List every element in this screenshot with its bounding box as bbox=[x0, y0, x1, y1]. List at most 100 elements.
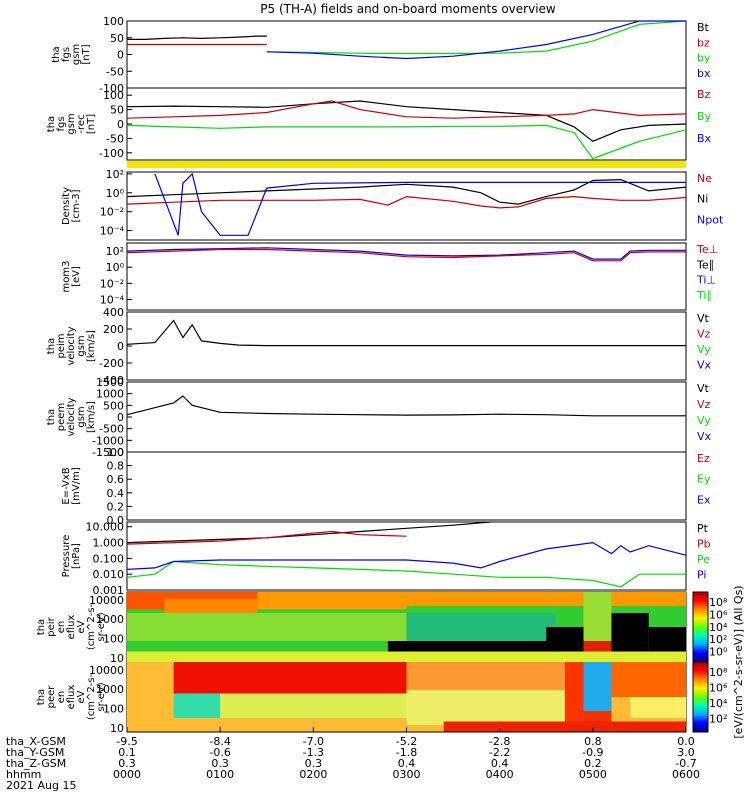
y-tick-label: -100 bbox=[99, 82, 124, 95]
y-tick-label: 10⁰ bbox=[106, 187, 125, 200]
series-line-Ni bbox=[126, 178, 687, 205]
y-tick-label: 0.2 bbox=[107, 500, 125, 513]
legend-entry: Pt bbox=[697, 522, 709, 535]
spectrogram-cell bbox=[173, 693, 221, 718]
legend-entry: Te⊥ bbox=[696, 243, 718, 256]
flag-bar bbox=[127, 161, 686, 168]
series-line-Npot bbox=[154, 172, 686, 236]
legend-entry: Bx bbox=[697, 132, 712, 145]
x-tick-label: 0600 bbox=[672, 768, 700, 781]
y-axis-label: [nT] bbox=[81, 44, 92, 64]
y-axis-label: tha bbox=[51, 46, 62, 62]
legend-entry: Npot bbox=[697, 213, 724, 226]
legend-entry: Bt bbox=[697, 21, 710, 34]
y-axis-label: Density bbox=[61, 187, 72, 225]
x-tick-label: -1.8 bbox=[396, 746, 417, 759]
series-line-Pb bbox=[126, 530, 407, 545]
spectrogram-cell bbox=[173, 662, 407, 694]
x-tick-label: -0.7 bbox=[675, 757, 696, 770]
spectrogram-group bbox=[127, 592, 686, 732]
panel-frame bbox=[126, 171, 687, 241]
series-line-Bt bbox=[127, 35, 267, 41]
x-tick-label: 0.3 bbox=[211, 757, 229, 770]
spectrogram-cell bbox=[406, 662, 565, 690]
x-tick-label: 0200 bbox=[299, 768, 327, 781]
y-axis-label: sr-eV) bbox=[96, 612, 107, 641]
y-tick-label: 0.6 bbox=[107, 473, 125, 486]
spectrogram-cell bbox=[611, 662, 686, 697]
x-tick-label: 0.0 bbox=[677, 735, 695, 748]
legend-entry: bz bbox=[697, 36, 710, 49]
y-tick-label: 1000 bbox=[96, 388, 124, 401]
y-tick-label: -100 bbox=[99, 147, 124, 160]
x-row-label: hhmm bbox=[6, 768, 41, 781]
x-tick-label: -1.3 bbox=[303, 746, 324, 759]
panel-peim-velocity: 400 200 0 -200 -400 Vt Vz Vy Vx tha peim velocity gs… bbox=[46, 306, 712, 387]
legend-entry: Vz bbox=[697, 328, 711, 341]
legend-entry: Vy bbox=[697, 414, 711, 427]
colorbar-tick-label: 10⁸ bbox=[709, 666, 728, 679]
x-tick-label: -0.9 bbox=[582, 746, 603, 759]
legend-entry: Ti⊥ bbox=[696, 274, 716, 287]
y-tick-label: -400 bbox=[99, 374, 124, 387]
x-tick-label: 0.4 bbox=[398, 757, 416, 770]
y-tick-label: 0.100 bbox=[93, 552, 125, 565]
y-tick-label: 10⁰ bbox=[106, 261, 125, 274]
spectrogram-cell bbox=[127, 613, 407, 641]
x-row-label: tha_Y-GSM bbox=[6, 746, 64, 759]
y-axis-label: peir bbox=[46, 616, 57, 636]
legend-entry: Vz bbox=[697, 398, 711, 411]
spectrogram-cell bbox=[546, 592, 686, 606]
series-line-Ne bbox=[126, 195, 687, 209]
y-tick-label: 10000 bbox=[89, 594, 124, 607]
spectrogram-cell bbox=[257, 592, 407, 610]
x-tick-label: 0000 bbox=[113, 768, 141, 781]
x-tick-label: 0100 bbox=[206, 768, 234, 781]
y-tick-label: 0.8 bbox=[107, 460, 125, 473]
y-axis-label: tha bbox=[46, 338, 57, 354]
y-axis-label: [cm-3] bbox=[71, 189, 82, 222]
panel-frame bbox=[126, 87, 687, 161]
y-tick-label: 1000 bbox=[96, 683, 124, 696]
y-axis-label: sr-eV) bbox=[96, 682, 107, 711]
y-tick-label: 1500 bbox=[96, 376, 124, 389]
y-axis-label: eV bbox=[76, 690, 87, 703]
legend-entry: Vx bbox=[697, 430, 712, 443]
y-axis-label: tha bbox=[36, 619, 47, 635]
y-axis-label: gsm bbox=[71, 44, 82, 65]
spectrogram-cell bbox=[406, 592, 547, 606]
x-tick-label: 0300 bbox=[393, 768, 421, 781]
y-tick-label: 100 bbox=[103, 15, 124, 28]
series-line-Ti bbox=[126, 247, 686, 260]
x-tick-label: 0500 bbox=[579, 768, 607, 781]
series-line-By bbox=[126, 124, 687, 160]
y-axis-label: [nT] bbox=[86, 114, 97, 134]
colorbar bbox=[692, 661, 709, 733]
y-tick-label: 400 bbox=[103, 306, 124, 319]
series-line-Vt bbox=[126, 395, 686, 417]
series-line-Bt bbox=[126, 100, 687, 142]
panel-fgs-dsl: 100 500-50 -100 Bz By Bx tha fgs gsm -rec [nT] bbox=[46, 87, 712, 161]
flag-bar-fill bbox=[127, 161, 686, 168]
y-axis-label: E=-VxB bbox=[61, 467, 72, 504]
legend-entry: Vx bbox=[697, 359, 712, 372]
y-tick-label: 0.0 bbox=[107, 514, 125, 527]
y-tick-label: 10² bbox=[106, 245, 124, 258]
y-axis-label: en bbox=[56, 621, 67, 634]
panel-frame bbox=[126, 242, 687, 311]
y-axis-label: tha bbox=[46, 116, 57, 132]
y-tick-label: -1000 bbox=[92, 434, 124, 447]
x-row-label: tha_X-GSM bbox=[6, 735, 66, 748]
y-axis-label: peer bbox=[46, 685, 57, 709]
y-tick-label: 10⁻² bbox=[100, 206, 124, 219]
spectrogram bbox=[127, 662, 686, 732]
spectrogram-cell bbox=[583, 662, 612, 711]
y-tick-label: 10⁻⁴ bbox=[100, 294, 125, 307]
colorbar bbox=[692, 591, 709, 663]
y-tick-label: 1.0 bbox=[107, 446, 125, 459]
panel-frame bbox=[126, 20, 687, 89]
x-tick-label: -7.0 bbox=[303, 735, 324, 748]
